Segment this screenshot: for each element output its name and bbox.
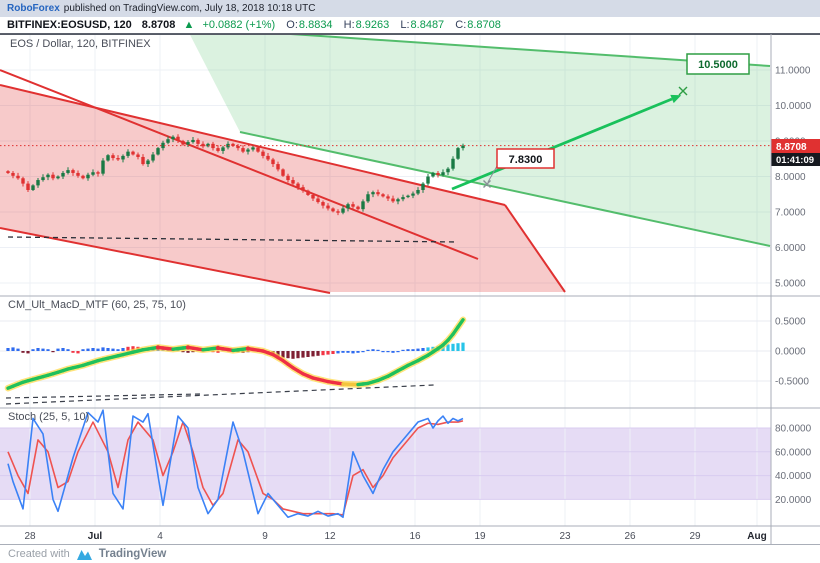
time-axis-label[interactable]: 28: [24, 531, 36, 542]
macd-pane-title[interactable]: CM_Ult_MacD_MTF (60, 25, 75, 10): [8, 299, 186, 311]
open-label: O:: [286, 19, 298, 31]
created-with-text: Created with: [8, 548, 70, 560]
symbol-info-bar: BITFINEX:EOSUSD, 120 8.8708 ▲ +0.0882 (+…: [0, 17, 820, 34]
change-value: +0.0882 (+1%): [202, 19, 276, 31]
time-axis-label[interactable]: Jul: [88, 531, 103, 542]
macd-axis-label[interactable]: 0.5000: [775, 317, 806, 328]
trend-channels[interactable]: [0, 34, 771, 294]
close-value: 8.8708: [467, 19, 501, 31]
change-arrow-icon: ▲: [183, 19, 195, 31]
high-value: 8.9263: [355, 19, 390, 31]
arrow-head: [670, 94, 682, 104]
dashed-trendline[interactable]: [7, 236, 459, 243]
time-axis-label[interactable]: 16: [409, 531, 421, 542]
macd-axis-label[interactable]: -0.5000: [775, 377, 809, 388]
tradingview-logo-icon[interactable]: [76, 548, 93, 561]
low-label: L:: [400, 19, 410, 31]
red-channel-fill[interactable]: [0, 85, 565, 292]
publish-text: published on TradingView.com, July 18, 2…: [63, 3, 316, 14]
drawing-overlay[interactable]: [451, 86, 688, 191]
time-axis-label[interactable]: 23: [559, 531, 571, 542]
macd-series: [4, 316, 467, 405]
time-axis-label[interactable]: Aug: [747, 531, 766, 542]
red-trendline[interactable]: [504, 204, 566, 293]
footer: Created with TradingView: [0, 545, 820, 563]
publish-info-bar: RoboForex published on TradingView.com, J…: [0, 0, 820, 17]
time-axis-label[interactable]: 26: [624, 531, 636, 542]
support-label-text: 7.8300: [509, 154, 543, 166]
green-channel-fill[interactable]: [186, 34, 770, 246]
price-axis-label[interactable]: 11.0000: [775, 66, 811, 77]
stoch-axis-label[interactable]: 20.0000: [775, 495, 812, 506]
axes[interactable]: 11.000010.00009.00008.00007.00006.00005.…: [0, 34, 820, 545]
stoch-axis-label[interactable]: 80.0000: [775, 424, 812, 435]
open-value: 8.8834: [298, 19, 333, 31]
close-label: C:: [455, 19, 467, 31]
price-tag-box: [771, 139, 820, 153]
time-axis-label[interactable]: 29: [689, 531, 701, 542]
projection-arrow[interactable]: [451, 97, 673, 191]
red-trendline[interactable]: [0, 69, 479, 260]
last-price: 8.8708: [141, 19, 176, 31]
low-value: 8.8487: [410, 19, 445, 31]
countdown-text: 01:41:09: [776, 155, 814, 166]
data-series: [0, 134, 771, 519]
price-axis-label[interactable]: 6.0000: [775, 243, 806, 254]
chart-canvas[interactable]: EOS / Dollar, 120, BITFINEX CM_Ult_MacD_…: [0, 34, 820, 545]
time-axis-label[interactable]: 19: [474, 531, 486, 542]
price-axis-label[interactable]: 10.0000: [775, 101, 812, 112]
price-axis-label[interactable]: 5.0000: [775, 279, 806, 290]
target-label-text: 10.5000: [698, 59, 738, 71]
price-axis-label[interactable]: 8.0000: [775, 172, 806, 183]
high-label: H:: [343, 19, 355, 31]
stoch-axis-label[interactable]: 60.0000: [775, 447, 812, 458]
support-label-box: [496, 148, 555, 169]
green-channel-line[interactable]: [239, 131, 771, 247]
stoch-d-line: [7, 420, 464, 516]
support-x-marker: [483, 180, 491, 188]
red-trendline[interactable]: [0, 227, 331, 294]
time-axis-label[interactable]: 12: [324, 531, 336, 542]
symbol-name[interactable]: BITFINEX:EOSUSD, 120: [7, 19, 132, 31]
stoch-pane-title[interactable]: Stoch (25, 5, 10): [8, 411, 89, 423]
time-axis-label[interactable]: 9: [262, 531, 268, 542]
publisher-name: RoboForex: [7, 3, 60, 14]
main-pane-title[interactable]: EOS / Dollar, 120, BITFINEX: [10, 38, 151, 50]
countdown-box: [771, 153, 820, 166]
target-x-marker: [678, 86, 688, 96]
current-price-tag: 8.8708 01:41:09: [771, 139, 820, 166]
support-price-label[interactable]: 7.8300: [487, 148, 555, 183]
stoch-k-line: [7, 409, 464, 519]
macd-axis-label[interactable]: 0.0000: [775, 347, 806, 358]
support-label-connector: [487, 165, 498, 183]
price-tag-text: 8.8708: [776, 142, 807, 153]
green-channel-line[interactable]: [186, 34, 771, 67]
target-label-box: [686, 53, 750, 75]
tradingview-brand-text[interactable]: TradingView: [98, 548, 167, 560]
price-axis-label[interactable]: 7.0000: [775, 208, 806, 219]
candlestick-series: [6, 134, 465, 216]
grid-lines: [0, 34, 771, 526]
stoch-axis-label[interactable]: 40.0000: [775, 471, 812, 482]
stoch-series: [7, 409, 464, 519]
target-price-label[interactable]: 10.5000: [686, 53, 750, 75]
time-axis-label[interactable]: 4: [157, 531, 163, 542]
